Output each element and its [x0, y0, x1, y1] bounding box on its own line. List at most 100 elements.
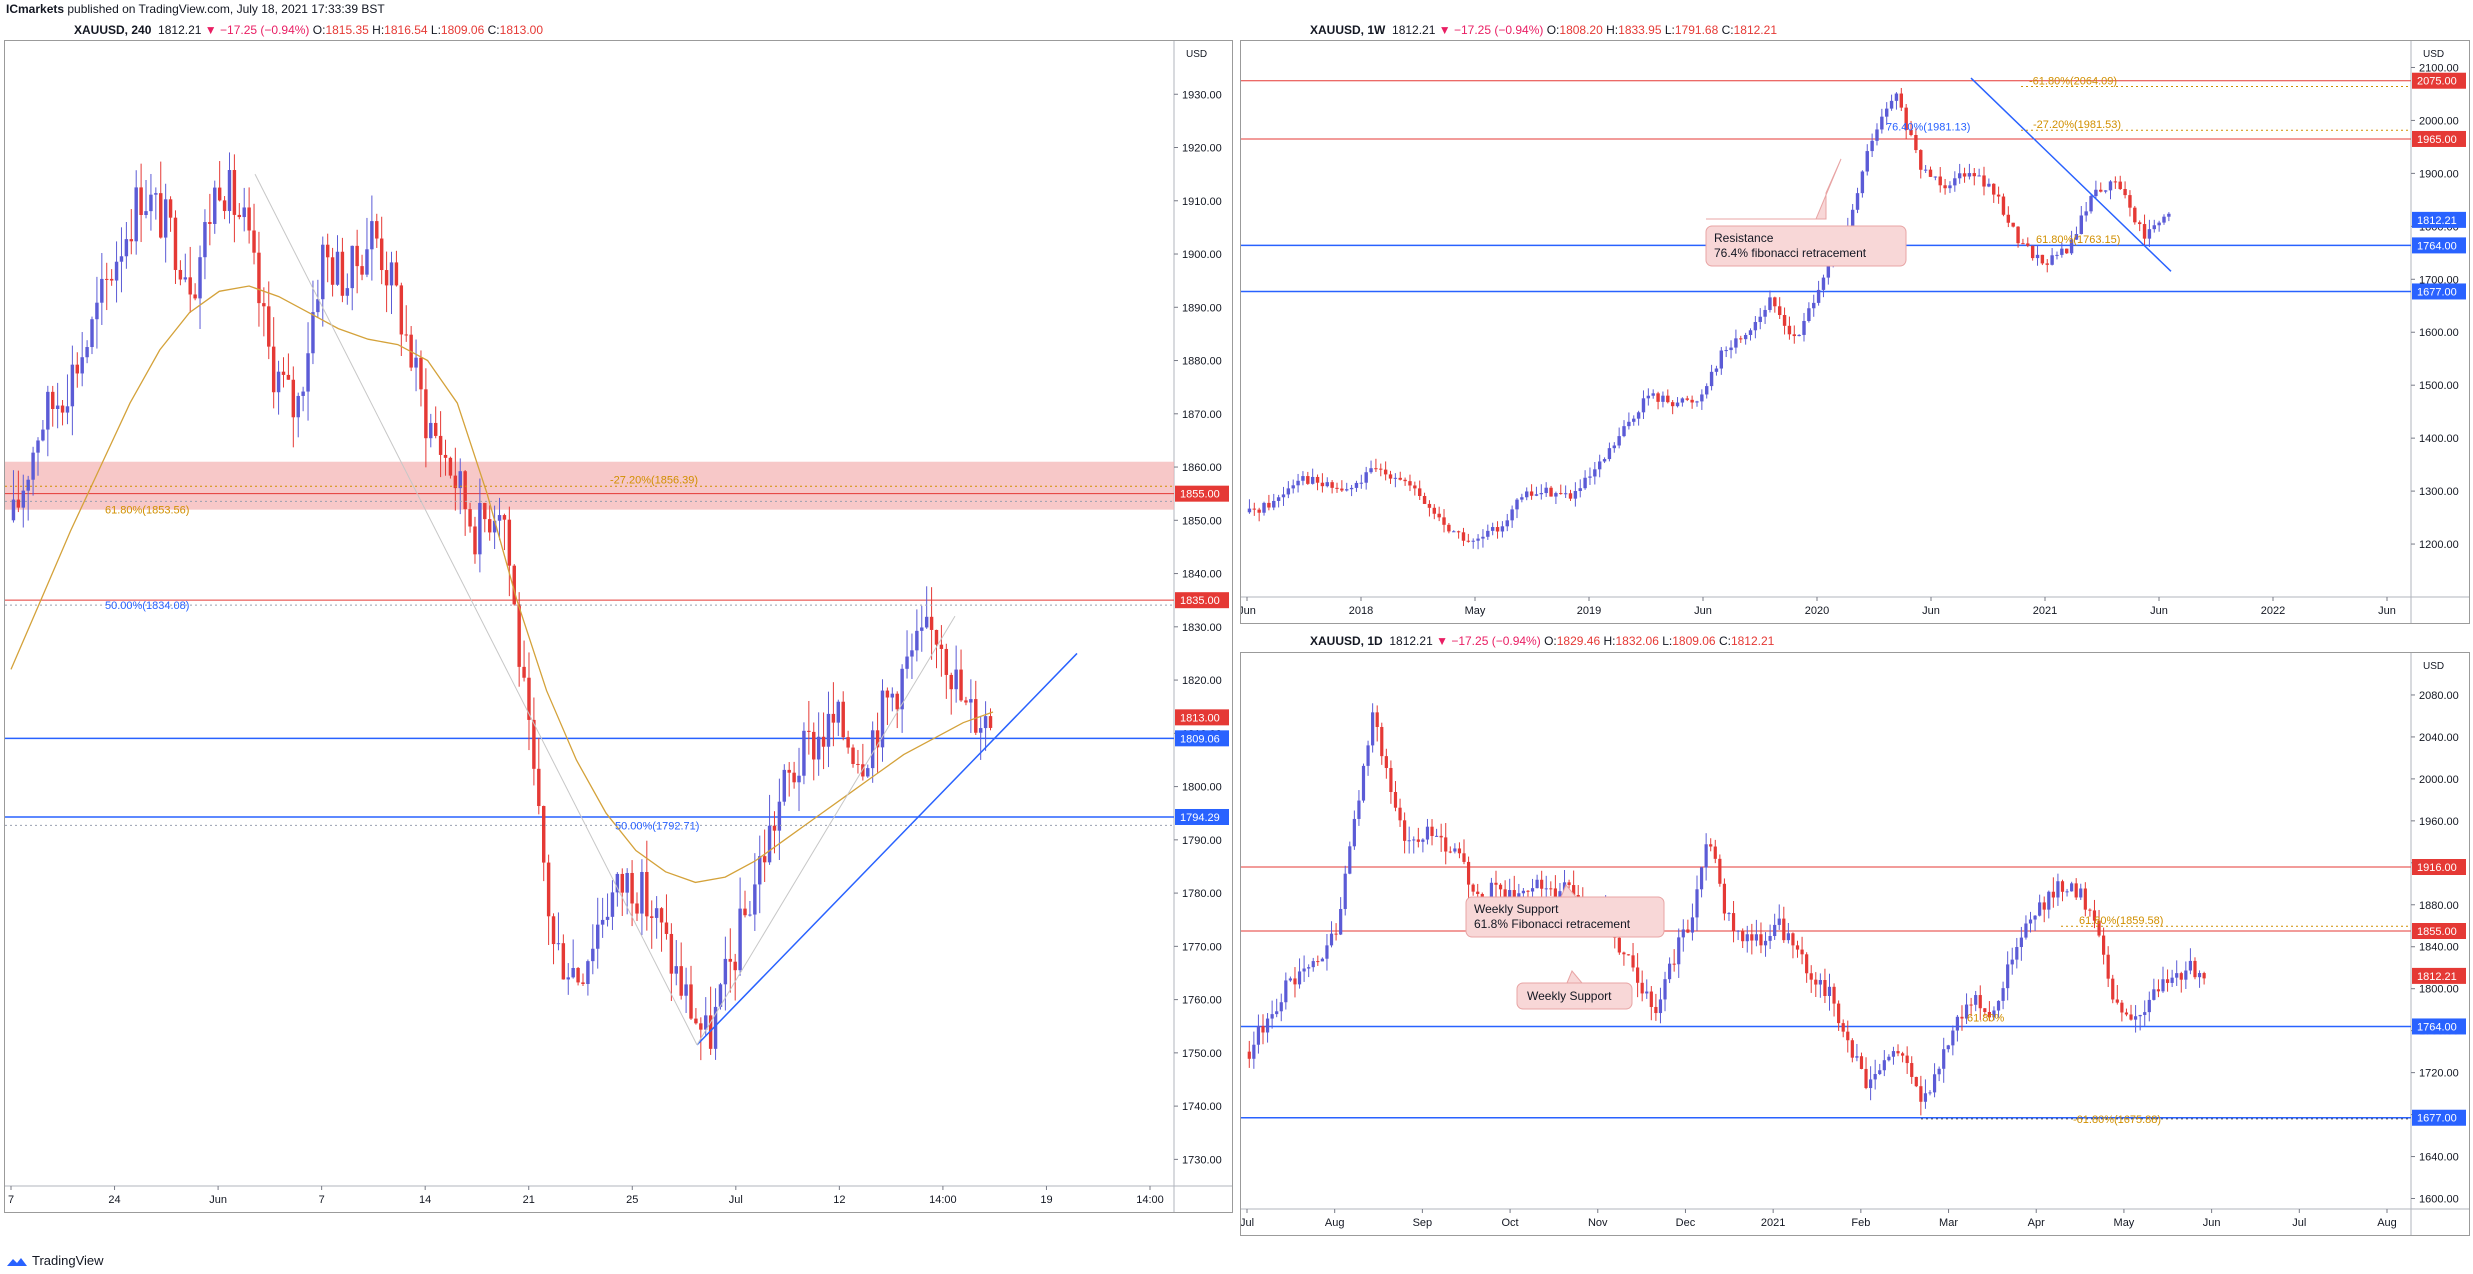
candle-body — [208, 222, 212, 224]
candle-body — [1812, 302, 1816, 309]
candle-body — [1461, 532, 1466, 541]
candle-body — [1900, 1053, 1905, 1056]
candle-body — [777, 801, 782, 831]
candle-body — [1364, 472, 1368, 483]
candle-body — [2162, 216, 2166, 223]
candle-body — [1718, 858, 1722, 884]
chart-1d-svg[interactable]: 1600.001640.001680.001720.001760.001800.… — [1241, 653, 2469, 1235]
x-tick-label: 7 — [319, 1194, 325, 1206]
candle-body — [689, 984, 693, 1019]
chart-240-svg[interactable]: 1730.00 1740.00 1750.00 1760.00 1770.00 1780.… — [5, 41, 1232, 1212]
candle-body — [1265, 1018, 1270, 1033]
candle-body — [1549, 888, 1553, 890]
candle-body — [2084, 211, 2088, 216]
candle-body — [389, 262, 394, 286]
x-tick-label: Jul — [729, 1194, 743, 1206]
candle-body — [1627, 421, 1631, 427]
chart-panel-1d[interactable]: 1600.001640.001680.001720.001760.001800.… — [1240, 652, 2470, 1236]
candle-body — [1864, 1068, 1868, 1089]
candle-body — [620, 873, 624, 893]
candle-body — [1955, 1016, 1960, 1031]
candle-body — [2179, 973, 2183, 980]
candle-body — [1787, 325, 1792, 335]
y-tick-label: 1750.00 — [1182, 1048, 1222, 1060]
candle-body — [2015, 947, 2019, 960]
candle-body — [1444, 837, 1448, 852]
chart-1w-svg[interactable]: 1200.00 1300.00 1400.00 1500.00 1600.00 1700.… — [1241, 41, 2469, 623]
candle-body — [198, 257, 202, 299]
x-tick-label: Aug — [1325, 1217, 1345, 1229]
candle-body — [1359, 482, 1364, 484]
candle-body — [1291, 485, 1295, 489]
candle-body — [31, 452, 35, 480]
candle-body — [2108, 181, 2113, 191]
candle-body — [1539, 493, 1544, 495]
y-tick-label: 2000.00 — [2419, 115, 2459, 127]
candle-body — [1489, 882, 1494, 902]
candle-body — [2120, 1002, 2124, 1013]
candle-body — [316, 299, 320, 313]
candle-body — [1626, 954, 1631, 956]
candle-body — [507, 519, 512, 566]
candle-body — [1553, 888, 1557, 897]
candle-body — [856, 763, 860, 765]
x-tick-label: Dec — [1676, 1217, 1696, 1229]
candle-body — [1448, 851, 1452, 853]
price-label-box — [1175, 808, 1229, 825]
candle-body — [1977, 175, 1981, 177]
candle-body — [2137, 222, 2142, 225]
candle-body — [1792, 334, 1796, 337]
candle-body — [2123, 189, 2127, 196]
candle-body — [826, 713, 831, 747]
chart-panel-1w[interactable]: 1200.00 1300.00 1400.00 1500.00 1600.00 1700.… — [1240, 40, 2470, 624]
candle-body — [2001, 988, 2005, 1001]
price-label-box — [1175, 592, 1229, 609]
candle-body — [1663, 979, 1667, 1000]
y-tick-label: 1770.00 — [1182, 941, 1222, 953]
candle-body — [1727, 913, 1731, 915]
candle-body — [2040, 254, 2045, 264]
candle-body — [183, 277, 188, 280]
fib-label: -27.20%(1981.53) — [2033, 119, 2121, 131]
candle-body — [1753, 322, 1758, 331]
legend-symbol: XAUUSD, 240 — [74, 23, 152, 37]
x-tick-label: 12 — [833, 1194, 845, 1206]
candle-body — [36, 440, 40, 453]
chart-panel-240[interactable]: 1730.00 1740.00 1750.00 1760.00 1770.00 1780.… — [4, 40, 1233, 1213]
candle-body — [1928, 169, 1933, 177]
tradingview-footer[interactable]: TradingView — [6, 1253, 104, 1268]
candle-body — [1434, 835, 1439, 837]
candle-body — [1343, 873, 1347, 909]
candle-body — [1855, 193, 1860, 210]
candle-body — [1685, 398, 1689, 400]
x-tick-label: May — [2114, 1217, 2135, 1229]
candle-body — [885, 690, 890, 698]
candle-body — [1960, 1016, 1964, 1019]
candle-body — [1310, 476, 1315, 484]
candle-body — [1909, 129, 1913, 136]
candle-body — [954, 669, 958, 690]
candle-body — [527, 677, 531, 720]
candle-body — [1339, 908, 1343, 935]
candle-body — [1334, 933, 1338, 935]
candle-body — [443, 454, 448, 458]
candle-body — [1357, 800, 1361, 819]
candle-body — [365, 249, 369, 275]
x-tick-label: 2022 — [2261, 605, 2285, 617]
callout-pointer — [1706, 158, 1842, 220]
candle-body — [1680, 398, 1685, 403]
candle-body — [792, 772, 796, 783]
candle-body — [1832, 986, 1836, 1004]
legend-close: 1812.21 — [1730, 634, 1775, 648]
y-tick-label: 1820.00 — [1182, 675, 1222, 687]
candle-body — [1384, 756, 1388, 768]
candle-body — [1348, 846, 1352, 874]
candle-body — [2033, 915, 2037, 920]
candle-body — [1797, 334, 1801, 337]
candle-body — [458, 471, 462, 489]
candle-body — [1559, 493, 1563, 495]
candle-body — [875, 730, 880, 748]
candle-body — [227, 170, 232, 212]
candle-body — [674, 966, 678, 974]
candle-body — [1452, 531, 1456, 533]
